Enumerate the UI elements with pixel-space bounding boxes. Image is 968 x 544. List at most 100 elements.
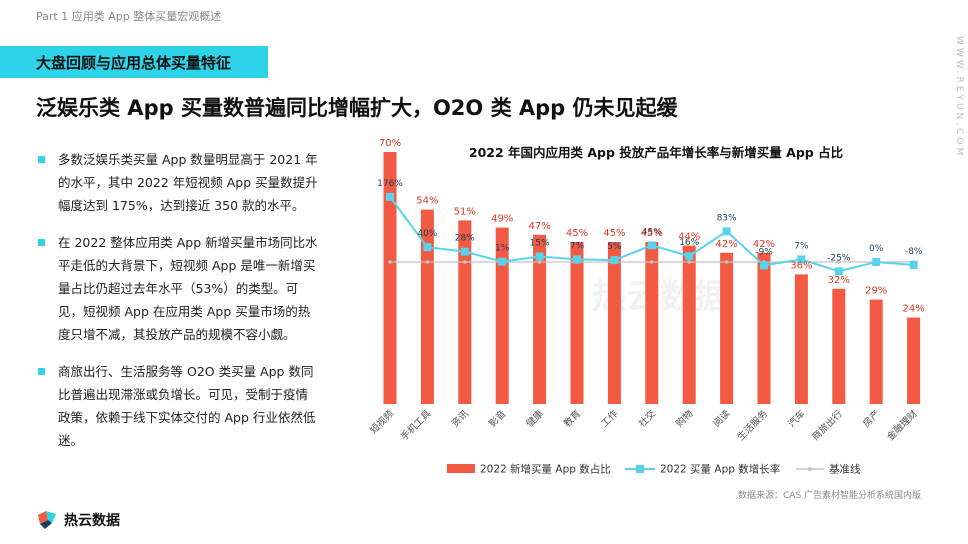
bar bbox=[570, 242, 584, 404]
baseline-point bbox=[388, 260, 392, 264]
growth-rate-point bbox=[498, 257, 507, 266]
bar-value-label: 36% bbox=[790, 260, 812, 271]
baseline-point bbox=[425, 260, 430, 264]
part-label: Part 1 应用类 App 整体买量宏观概述 bbox=[36, 10, 222, 23]
bar-value-label: 45% bbox=[641, 228, 663, 239]
baseline-point bbox=[837, 260, 841, 264]
bullet-square-icon bbox=[38, 368, 45, 375]
bar bbox=[794, 274, 808, 404]
category-label: 商旅出行 bbox=[810, 407, 846, 443]
page-headline: 泛娱乐类 App 买量数普遍同比增幅扩大，O2O 类 App 仍未见起缓 bbox=[36, 96, 678, 120]
side-watermark: WWW.REYUN.COM bbox=[954, 36, 964, 159]
baseline-point bbox=[687, 260, 691, 264]
legend-label-baseline: 基准线 bbox=[829, 463, 861, 476]
category-label: 汽车 bbox=[786, 408, 808, 430]
growth-rate-label: 83% bbox=[717, 213, 737, 223]
bullet-list: 多数泛娱乐类买量 App 数量明显高于 2021 年的水平，其中 2022 年短… bbox=[38, 148, 318, 466]
bar-value-label: 45% bbox=[603, 228, 625, 239]
growth-rate-label: 176% bbox=[377, 179, 403, 189]
bar bbox=[420, 209, 434, 404]
category-label: 教育 bbox=[561, 408, 583, 430]
category-label: 生活服务 bbox=[735, 407, 771, 443]
category-label: 影音 bbox=[486, 408, 508, 430]
category-label: 购物 bbox=[673, 407, 695, 429]
brand-name: 热云数据 bbox=[64, 513, 120, 529]
section-title-bar: 大盘回顾与应用总体买量特征 bbox=[0, 46, 268, 78]
bar-value-label: 29% bbox=[865, 286, 887, 297]
growth-rate-label: 7% bbox=[570, 241, 585, 251]
bar bbox=[869, 299, 883, 404]
legend-label-growth: 2022 买量 App 数增长率 bbox=[660, 463, 780, 476]
section-title: 大盘回顾与应用总体买量特征 bbox=[36, 54, 232, 72]
bar bbox=[907, 317, 921, 404]
growth-rate-point bbox=[872, 258, 881, 266]
bar bbox=[757, 252, 771, 404]
growth-rate-label: 7% bbox=[794, 241, 809, 251]
baseline-point bbox=[724, 260, 729, 264]
bar bbox=[720, 252, 734, 404]
growth-rate-point bbox=[610, 256, 619, 265]
brand-logo-icon bbox=[38, 511, 56, 529]
bullet-item: 在 2022 整体应用类 App 新增买量市场同比水平走低的大背景下，短视频 A… bbox=[38, 231, 318, 346]
bullet-square-icon bbox=[38, 239, 45, 246]
bar bbox=[533, 234, 547, 404]
growth-rate-point bbox=[573, 255, 581, 264]
bullet-text: 商旅出行、生活服务等 O2O 类买量 App 数同比普遍出现滞涨或负增长。可见，… bbox=[58, 364, 316, 448]
baseline-point bbox=[463, 260, 467, 264]
category-label: 工作 bbox=[599, 407, 621, 429]
growth-rate-label: 0% bbox=[869, 244, 884, 254]
bar-value-label: 32% bbox=[828, 275, 850, 286]
category-label: 手机工具 bbox=[398, 407, 434, 443]
growth-rate-label: 16% bbox=[679, 238, 699, 248]
data-source: 数据来源：CAS 广告素材智能分析系统国内版 bbox=[738, 491, 922, 501]
bar bbox=[832, 288, 846, 404]
growth-rate-label: -8% bbox=[905, 247, 923, 257]
growth-rate-point bbox=[797, 255, 806, 264]
bar-value-label: 47% bbox=[528, 221, 550, 232]
bullet-text: 多数泛娱乐类买量 App 数量明显高于 2021 年的水平，其中 2022 年短… bbox=[58, 152, 318, 213]
bar-value-label: 44% bbox=[678, 232, 700, 243]
bar-value-label: 51% bbox=[454, 206, 476, 217]
bar bbox=[682, 245, 696, 404]
baseline-point bbox=[650, 260, 654, 264]
legend-label-share: 2022 新增买量 App 数占比 bbox=[480, 463, 611, 476]
growth-rate-label: 15% bbox=[530, 238, 550, 248]
growth-rate-label: -25% bbox=[827, 253, 851, 263]
category-label: 阅读 bbox=[711, 407, 733, 429]
bullet-square-icon bbox=[38, 156, 45, 163]
bar-value-label: 42% bbox=[753, 239, 775, 250]
growth-rate-point bbox=[423, 243, 432, 252]
growth-rate-point bbox=[647, 241, 656, 250]
bar-value-label: 42% bbox=[715, 239, 737, 250]
category-label: 健康 bbox=[524, 407, 546, 429]
legend-swatch-baseline-point bbox=[807, 466, 813, 472]
category-label: 金融理财 bbox=[884, 407, 920, 443]
category-label: 社交 bbox=[636, 407, 658, 429]
bar-value-label: 24% bbox=[902, 304, 924, 315]
category-label: 资讯 bbox=[450, 408, 472, 430]
growth-rate-label: 28% bbox=[455, 234, 475, 244]
growth-rate-point bbox=[685, 252, 694, 261]
legend-swatch-bar bbox=[447, 464, 475, 473]
growth-rate-label: 40% bbox=[417, 229, 437, 239]
growth-rate-label: 5% bbox=[607, 242, 622, 252]
bullet-item: 多数泛娱乐类买量 App 数量明显高于 2021 年的水平，其中 2022 年短… bbox=[38, 148, 318, 217]
baseline-point bbox=[537, 260, 542, 264]
growth-rate-point bbox=[722, 227, 731, 236]
growth-rate-point bbox=[909, 260, 918, 269]
bar bbox=[495, 227, 509, 404]
bar bbox=[458, 220, 472, 404]
growth-rate-point bbox=[834, 267, 843, 276]
category-label: 短视频 bbox=[367, 407, 396, 436]
growth-rate-label: 1% bbox=[495, 244, 510, 254]
bar-value-label: 49% bbox=[491, 214, 513, 225]
bar-value-label: 70% bbox=[379, 138, 401, 149]
bar bbox=[645, 242, 659, 404]
growth-rate-point bbox=[535, 252, 544, 261]
growth-rate-label: -9% bbox=[755, 247, 773, 257]
growth-rate-point bbox=[460, 247, 469, 256]
bar-value-label: 45% bbox=[566, 228, 588, 239]
growth-rate-label: 45% bbox=[642, 227, 662, 237]
bar-value-label: 54% bbox=[416, 196, 438, 207]
bar bbox=[607, 242, 621, 404]
